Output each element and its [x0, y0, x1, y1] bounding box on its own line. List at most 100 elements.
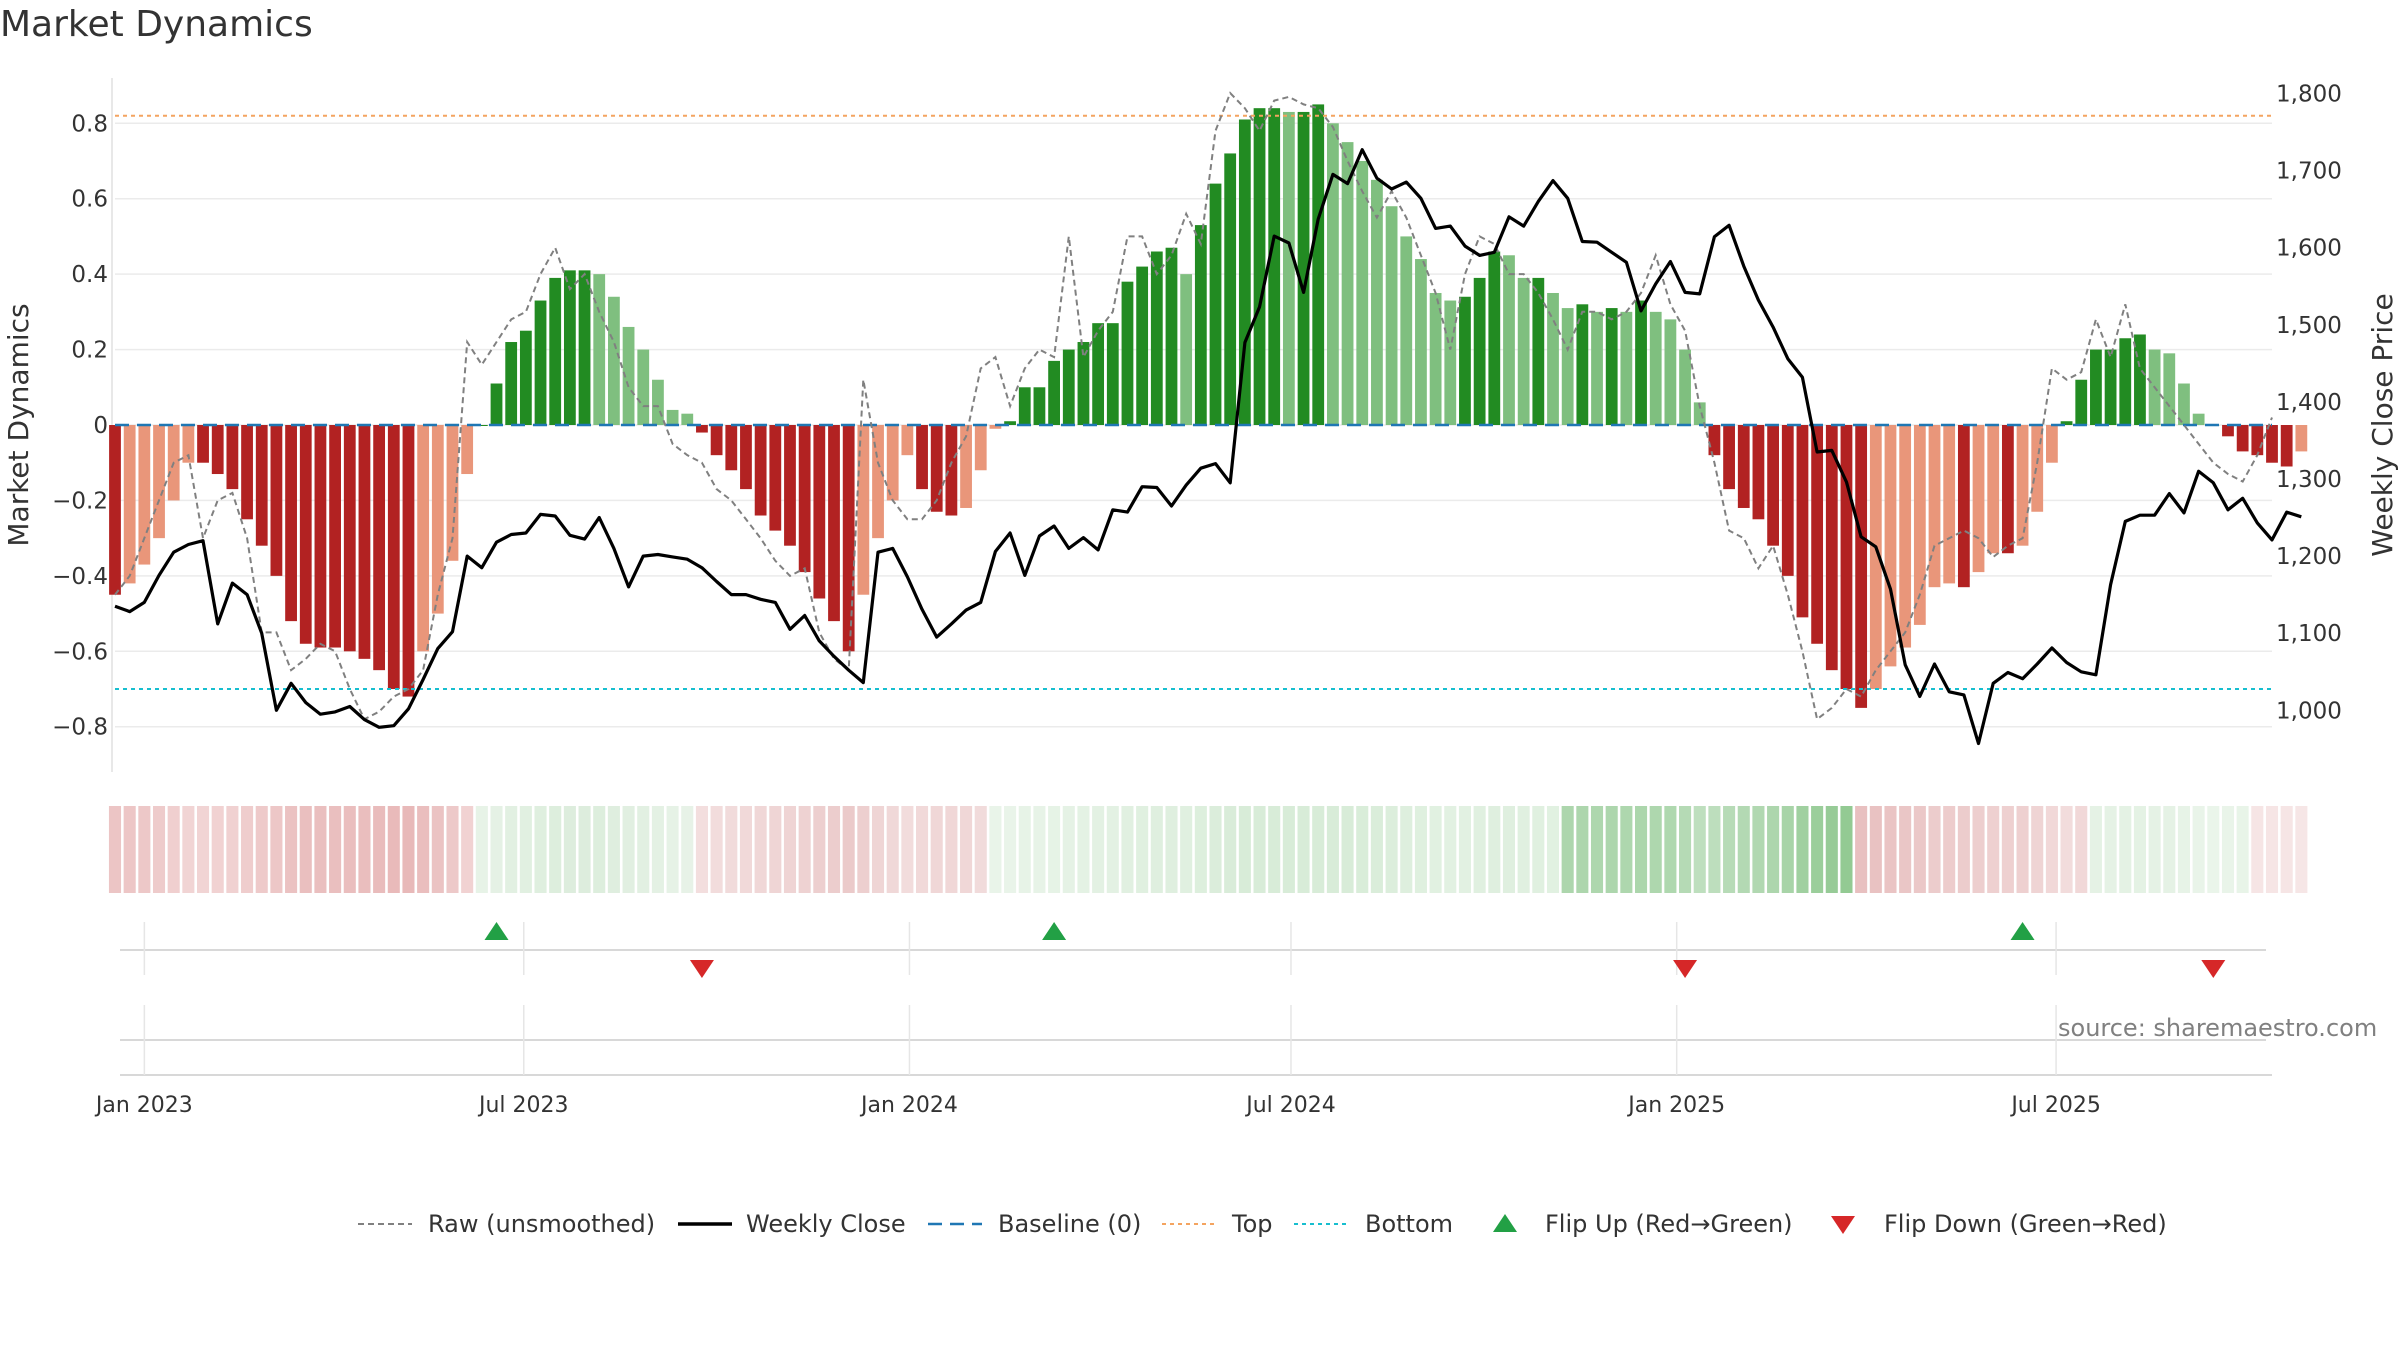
cloud-band-cell: [1165, 806, 1178, 893]
cloud-band-cell: [2148, 806, 2161, 893]
cloud-band-cell: [1224, 806, 1237, 893]
momentum-bar: [1972, 425, 1985, 573]
momentum-bar: [1752, 425, 1765, 520]
x-tick-label: Jul 2024: [1244, 1093, 1336, 1118]
momentum-bar: [2119, 338, 2132, 425]
cloud-band-cell: [637, 806, 650, 893]
x-tick-label: Jul 2023: [477, 1093, 569, 1118]
cloud-band-cell: [1532, 806, 1545, 893]
momentum-bar: [798, 425, 811, 573]
cloud-band-cell: [431, 806, 444, 893]
cloud-band-cell: [108, 806, 122, 893]
cloud-band-cell: [1869, 806, 1882, 893]
y-tick-label-right: 1,600: [2276, 236, 2342, 262]
cloud-band-cell: [695, 806, 708, 893]
momentum-bar: [1825, 425, 1838, 671]
momentum-bar: [138, 425, 151, 565]
momentum-bar: [945, 425, 958, 516]
cloud-band-cell: [1884, 806, 1897, 893]
y-tick-label-left: −0.6: [52, 639, 108, 665]
momentum-bar: [1048, 360, 1060, 425]
momentum-bar: [1811, 425, 1824, 644]
momentum-bar: [593, 274, 606, 425]
momentum-bar: [578, 270, 591, 425]
cloud-band-cell: [1458, 806, 1471, 893]
x-tick-label: Jul 2025: [2009, 1093, 2101, 1118]
momentum-bar: [373, 425, 386, 671]
cloud-band-cell: [446, 806, 459, 893]
x-tick-label: Jan 2024: [859, 1093, 958, 1118]
cloud-band-cell: [1488, 806, 1501, 893]
cloud-band-cell: [813, 806, 826, 893]
cloud-band-cell: [607, 806, 620, 893]
momentum-bar: [1723, 425, 1735, 490]
cloud-band-cell: [1899, 806, 1912, 893]
cloud-band-cell: [651, 806, 664, 893]
y-tick-label-left: 0: [93, 413, 108, 439]
cloud-band-cell: [871, 806, 885, 893]
y-tick-label-right: 1,700: [2276, 159, 2342, 185]
momentum-bar: [1150, 251, 1163, 425]
flip-up-marker: [1042, 922, 1067, 940]
cloud-band-cell: [1077, 806, 1090, 893]
cloud-band-cell: [299, 806, 312, 893]
momentum-bar: [2016, 425, 2029, 546]
momentum-bar: [1444, 300, 1457, 425]
momentum-bar: [255, 425, 268, 546]
momentum-bar: [1429, 292, 1442, 425]
cloud-band-cell: [1209, 806, 1222, 893]
momentum-bar: [1591, 311, 1603, 425]
cloud-band-cell: [402, 806, 415, 893]
y-tick-label-left: −0.8: [52, 715, 108, 741]
cloud-band-cell: [930, 806, 943, 893]
momentum-bar: [2031, 425, 2044, 512]
momentum-bar: [872, 425, 884, 539]
momentum-bar: [696, 425, 708, 433]
cloud-band-cell: [960, 806, 973, 893]
cloud-band-cell: [989, 806, 1002, 893]
cloud-band-cell: [1840, 806, 1853, 893]
cloud-band-cell: [1268, 806, 1281, 893]
cloud-band-cell: [1825, 806, 1838, 893]
cloud-band-cell: [1605, 806, 1618, 893]
cloud-band-cell: [1297, 806, 1310, 893]
cloud-band-cell: [1649, 806, 1662, 893]
cloud-band-cell: [1502, 806, 1516, 893]
momentum-bar: [1928, 425, 1941, 588]
cloud-band-cell: [2060, 806, 2073, 893]
momentum-bar: [1268, 108, 1281, 425]
momentum-bar: [622, 326, 635, 425]
momentum-bar: [960, 425, 972, 508]
momentum-bar: [182, 425, 195, 463]
flip-up-marker: [2010, 922, 2035, 940]
momentum-bar: [109, 425, 121, 595]
momentum-bar: [402, 425, 415, 697]
cloud-band-cell: [1312, 806, 1325, 893]
x-tick-label: Jan 2025: [1626, 1093, 1725, 1118]
momentum-bar: [1781, 425, 1794, 576]
legend-baseline-label: Baseline (0): [998, 1210, 1141, 1238]
cloud-band-cell: [754, 806, 767, 893]
momentum-bar: [1165, 247, 1178, 425]
momentum-bar: [1767, 425, 1779, 546]
y-tick-label-left: −0.4: [52, 564, 108, 590]
cloud-band-cell: [974, 806, 987, 893]
momentum-bar: [358, 425, 371, 659]
momentum-bar: [1459, 296, 1471, 425]
cloud-band-cell: [798, 806, 811, 893]
momentum-bar: [1400, 236, 1413, 425]
cloud-band-cell: [1253, 806, 1266, 893]
momentum-bar: [1517, 277, 1530, 425]
momentum-bar: [1018, 387, 1031, 425]
cloud-band-cell: [1752, 806, 1765, 893]
momentum-bar: [2178, 383, 2190, 425]
y-axis-label-left: Market Dynamics: [2, 303, 35, 546]
momentum-bar: [1561, 308, 1574, 425]
momentum-bar: [505, 342, 518, 425]
cloud-band-cell: [2280, 806, 2293, 893]
source-label: source: sharemaestro.com: [2058, 1014, 2378, 1042]
cloud-band-cell: [2001, 806, 2014, 893]
cloud-band-cell: [2236, 806, 2249, 893]
momentum-bar: [1136, 266, 1149, 425]
cloud-band-cell: [2031, 806, 2044, 893]
